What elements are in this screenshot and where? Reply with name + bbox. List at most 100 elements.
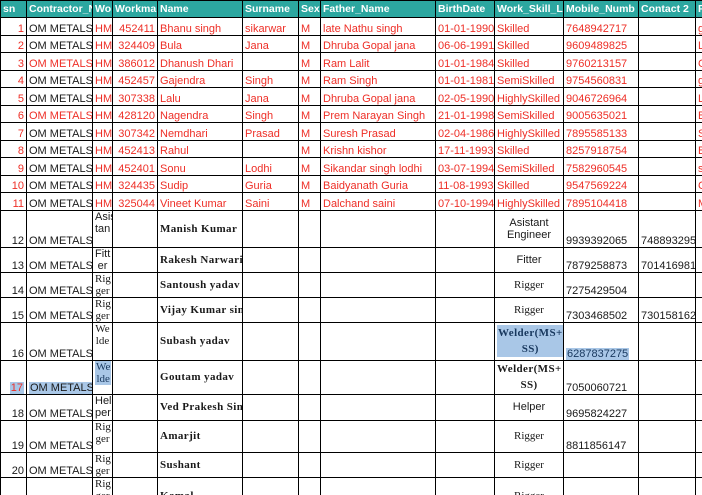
- cell-sn[interactable]: 8: [0, 139, 27, 158]
- cell-mobile[interactable]: 8811856147: [563, 419, 639, 453]
- cell-contact2[interactable]: [638, 157, 696, 176]
- cell-name[interactable]: Sonu: [157, 157, 243, 176]
- cell-contractor[interactable]: OM METALS: [26, 393, 93, 421]
- cell-birthdate[interactable]: 11-08-1993: [435, 174, 495, 193]
- cell-wo[interactable]: Fitt er: [92, 246, 113, 273]
- cell-mobile[interactable]: 9547569224: [563, 174, 639, 193]
- cell-extra[interactable]: [695, 209, 702, 248]
- cell-father[interactable]: [320, 359, 436, 395]
- cell-sex[interactable]: M: [298, 34, 321, 53]
- cell-workma[interactable]: [112, 419, 158, 453]
- cell-father[interactable]: Ram Lalit: [320, 52, 436, 71]
- cell-wo[interactable]: Rig ger: [92, 451, 113, 478]
- cell-birthdate[interactable]: 01-01-1984: [435, 52, 495, 71]
- cell-father[interactable]: late Nathu singh: [320, 17, 436, 36]
- cell-mobile[interactable]: 7275429504: [563, 271, 639, 298]
- cell-sex[interactable]: M: [298, 192, 321, 211]
- cell-contact2[interactable]: [638, 451, 696, 478]
- cell-workma[interactable]: 307338: [112, 87, 158, 106]
- cell-surname[interactable]: Saini: [242, 192, 299, 211]
- cell-birthdate[interactable]: [435, 209, 495, 248]
- cell-name[interactable]: Lalu: [157, 87, 243, 106]
- cell-father[interactable]: [320, 296, 436, 323]
- cell-name[interactable]: Subash yadav: [157, 321, 243, 361]
- cell-extra[interactable]: s: [695, 157, 702, 176]
- cell-contractor[interactable]: OM METALS: [26, 271, 93, 298]
- cell-mobile[interactable]: 7879258873: [563, 246, 639, 273]
- cell-extra[interactable]: [695, 271, 702, 298]
- cell-workma[interactable]: 386012: [112, 52, 158, 71]
- cell-skill[interactable]: Helper: [494, 393, 564, 421]
- cell-wo[interactable]: Rig ger: [92, 476, 113, 495]
- cell-sn[interactable]: 19: [0, 419, 27, 453]
- cell-sn[interactable]: 7: [0, 122, 27, 141]
- cell-sn[interactable]: 2: [0, 34, 27, 53]
- cell-surname[interactable]: [242, 451, 299, 478]
- cell-birthdate[interactable]: 21-01-1998: [435, 104, 495, 123]
- cell-birthdate[interactable]: [435, 451, 495, 478]
- cell-extra[interactable]: [695, 296, 702, 323]
- cell-contractor[interactable]: OM METALS: [26, 451, 93, 478]
- cell-sex[interactable]: [298, 359, 321, 395]
- cell-sn[interactable]: 11: [0, 192, 27, 211]
- cell-sex[interactable]: M: [298, 52, 321, 71]
- cell-skill[interactable]: SemiSkilled: [494, 157, 564, 176]
- cell-birthdate[interactable]: 06-06-1991: [435, 34, 495, 53]
- cell-skill[interactable]: Skilled: [494, 17, 564, 36]
- cell-sex[interactable]: [298, 393, 321, 421]
- cell-father[interactable]: [320, 419, 436, 453]
- cell-sex[interactable]: [298, 271, 321, 298]
- cell-wo[interactable]: HM: [92, 87, 113, 106]
- cell-contractor[interactable]: OM METALS: [26, 157, 93, 176]
- cell-mobile[interactable]: 8257918754: [563, 139, 639, 158]
- cell-extra[interactable]: G: [695, 52, 702, 71]
- cell-contractor[interactable]: OM METALS: [26, 104, 93, 123]
- cell-skill[interactable]: Asistant Engineer: [494, 209, 564, 248]
- cell-wo[interactable]: HM: [92, 157, 113, 176]
- cell-sn[interactable]: 6: [0, 104, 27, 123]
- cell-contact2[interactable]: 7014169811: [638, 246, 696, 273]
- cell-father[interactable]: [320, 321, 436, 361]
- column-header-name[interactable]: Name: [157, 0, 243, 18]
- cell-extra[interactable]: [695, 451, 702, 478]
- cell-name[interactable]: Amarjit: [157, 419, 243, 453]
- cell-mobile[interactable]: 7648942717: [563, 17, 639, 36]
- cell-surname[interactable]: [242, 52, 299, 71]
- cell-sn[interactable]: 18: [0, 393, 27, 421]
- cell-extra[interactable]: g: [695, 17, 702, 36]
- cell-sex[interactable]: [298, 246, 321, 273]
- cell-sex[interactable]: M: [298, 139, 321, 158]
- cell-surname[interactable]: sikarwar: [242, 17, 299, 36]
- cell-contact2[interactable]: [638, 192, 696, 211]
- cell-birthdate[interactable]: [435, 271, 495, 298]
- cell-skill[interactable]: Rigger: [494, 296, 564, 323]
- cell-mobile[interactable]: 7582960545: [563, 157, 639, 176]
- cell-extra[interactable]: L: [695, 34, 702, 53]
- cell-father[interactable]: [320, 451, 436, 478]
- cell-workma[interactable]: 324435: [112, 174, 158, 193]
- cell-father[interactable]: [320, 209, 436, 248]
- cell-birthdate[interactable]: [435, 321, 495, 361]
- cell-surname[interactable]: Guria: [242, 174, 299, 193]
- cell-sex[interactable]: M: [298, 17, 321, 36]
- cell-mobile[interactable]: 8811856147: [563, 476, 639, 495]
- cell-contractor[interactable]: OM METALS: [26, 359, 93, 395]
- column-header-birthdate[interactable]: BirthDate: [435, 0, 495, 18]
- cell-contact2[interactable]: [638, 419, 696, 453]
- cell-skill[interactable]: SemiSkilled: [494, 104, 564, 123]
- cell-surname[interactable]: [242, 296, 299, 323]
- cell-wo[interactable]: HM: [92, 192, 113, 211]
- cell-workma[interactable]: 307342: [112, 122, 158, 141]
- cell-birthdate[interactable]: 07-10-1994: [435, 192, 495, 211]
- cell-extra[interactable]: B: [695, 104, 702, 123]
- cell-father[interactable]: Krishn kishor: [320, 139, 436, 158]
- cell-birthdate[interactable]: [435, 419, 495, 453]
- cell-father[interactable]: Dhruba Gopal jana: [320, 34, 436, 53]
- cell-skill[interactable]: Welder(MS+ SS): [494, 321, 564, 361]
- cell-contractor[interactable]: OM METALS: [26, 69, 93, 88]
- cell-mobile[interactable]: 7895104418: [563, 192, 639, 211]
- column-header-skill[interactable]: Work_Skill_L: [494, 0, 564, 18]
- cell-workma[interactable]: 452411: [112, 17, 158, 36]
- cell-extra[interactable]: [695, 476, 702, 495]
- cell-father[interactable]: Sikandar singh lodhi: [320, 157, 436, 176]
